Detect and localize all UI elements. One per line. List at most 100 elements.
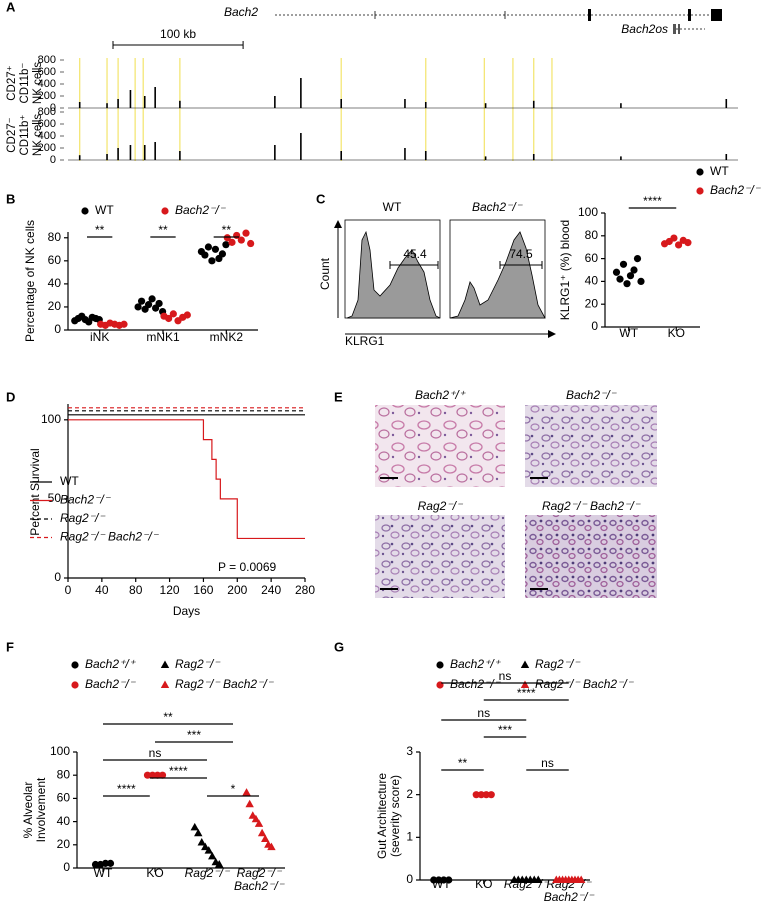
histogram-title: Bach2⁻/⁻	[472, 200, 524, 214]
x-tick-label-box: KO	[475, 878, 493, 891]
legend-label: Bach2⁺/⁺	[450, 657, 502, 671]
data-point	[194, 828, 203, 837]
signal-peak	[106, 103, 108, 108]
x-tick-label-box: KO	[667, 327, 685, 340]
data-point	[674, 241, 683, 249]
legend-label: Bach2⁻/⁻	[710, 183, 762, 197]
significance-label: ***	[498, 723, 512, 737]
data-point	[576, 875, 586, 883]
data-point	[237, 236, 245, 244]
legend-label: Bach2⁻/⁻	[85, 677, 137, 691]
y-tick-label: 0	[54, 570, 61, 584]
signal-peak	[620, 103, 622, 108]
data-point	[158, 771, 167, 779]
x-tick-label-box: mNK1	[146, 331, 180, 344]
data-point	[228, 238, 236, 246]
y-tick-label: 600	[38, 118, 56, 130]
legend-label: Rag2⁻/⁻ Bach2⁻/⁻	[175, 677, 275, 691]
y-axis-label: Gut Architecture (severity score)	[376, 772, 402, 860]
y-tick-label: 0	[406, 872, 413, 886]
signal-peak	[154, 142, 156, 160]
x-tick-label: 200	[227, 583, 247, 597]
data-point	[520, 680, 530, 688]
y-axis-label: Count	[318, 257, 332, 290]
data-point	[183, 311, 191, 319]
track-label: CD27⁻ CD11b⁺ NK cells	[6, 113, 44, 157]
data-point	[626, 272, 635, 280]
track-label-box: CD27⁺ CD11b⁻ NK cells	[6, 62, 44, 104]
y-tick-label: 600	[38, 66, 56, 78]
significance-label: ****	[643, 194, 662, 208]
data-point	[257, 828, 267, 837]
x-tick-label-box: Rag2⁻/⁻	[185, 867, 230, 880]
significance-label: ns	[149, 746, 162, 760]
histogram-title: WT	[383, 200, 402, 214]
y-tick-label: 60	[57, 791, 71, 805]
x-tick-label: KO	[667, 327, 685, 340]
significance-label: **	[95, 223, 105, 237]
signal-peak	[78, 155, 81, 160]
signal-peak	[179, 100, 181, 108]
data-point	[160, 680, 170, 688]
y-tick-label: 60	[48, 253, 62, 267]
significance-label: **	[163, 710, 173, 724]
significance-label: ***	[187, 728, 201, 742]
data-point	[435, 876, 443, 884]
gene-model	[275, 9, 722, 34]
gene-label: Bach2os	[621, 22, 668, 36]
panel-letter: C	[316, 191, 326, 206]
y-axis-label-box: KLRG1⁺ (%) blood	[559, 220, 572, 320]
signal-peak	[129, 90, 132, 108]
data-point	[696, 187, 704, 195]
data-point	[143, 771, 152, 779]
significance-label: ns	[477, 706, 490, 720]
x-tick-label-box: iNK	[90, 331, 109, 344]
y-tick-label: 0	[50, 154, 56, 166]
x-tick-label: 280	[295, 583, 315, 597]
scale-bar-label: 100 kb	[160, 27, 196, 41]
legend-label: Bach2⁻/⁻	[175, 203, 227, 217]
y-axis-label: Percentage of NK cells	[24, 219, 37, 343]
x-tick-label: KO	[475, 878, 493, 891]
data-point	[684, 239, 692, 247]
x-tick-label-box: WT	[619, 327, 638, 340]
legend-label: Rag2⁻/⁻	[175, 657, 221, 671]
y-axis-label-box: Percentage of NK cells	[24, 219, 37, 343]
data-point	[208, 257, 216, 265]
y-tick-label: 60	[585, 251, 599, 265]
data-point	[148, 771, 157, 779]
y-tick-label: 20	[57, 837, 71, 851]
signal-peak	[143, 96, 146, 108]
panel-letter: G	[334, 639, 344, 654]
data-point	[91, 860, 100, 869]
y-tick-label: 80	[48, 230, 62, 244]
y-tick-label: 400	[38, 78, 56, 90]
signal-peak	[532, 100, 535, 108]
gate-value: 74.5	[509, 247, 533, 261]
data-point	[633, 255, 642, 263]
data-point	[477, 791, 485, 799]
signal-peak	[106, 154, 108, 160]
gene-label: Bach2	[224, 5, 258, 19]
data-point	[436, 661, 444, 669]
signal-peak	[424, 102, 427, 108]
signal-peak	[129, 145, 132, 160]
data-point	[160, 660, 170, 668]
x-tick-label: mNK1	[146, 331, 180, 344]
data-point	[445, 876, 453, 884]
significance-label: **	[158, 223, 168, 237]
x-tick-label: 120	[160, 583, 180, 597]
x-tick-label: 240	[261, 583, 281, 597]
panel-letter: E	[334, 389, 343, 404]
signal-peak	[484, 103, 487, 108]
panel-letter: F	[6, 639, 14, 654]
significance-label: ****	[517, 686, 536, 700]
significance-label: ns	[541, 756, 554, 770]
y-tick-label: 0	[63, 860, 70, 874]
significance-label: ns	[499, 669, 512, 683]
y-tick-label: 200	[38, 142, 56, 154]
panel-letter: A	[6, 0, 16, 14]
legend-label: Bach2⁻/⁻	[60, 493, 112, 507]
data-point	[245, 799, 254, 808]
